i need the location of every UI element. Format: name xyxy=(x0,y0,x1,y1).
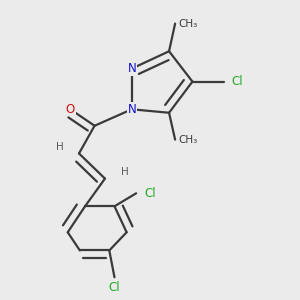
Text: CH₃: CH₃ xyxy=(178,19,198,28)
Text: Cl: Cl xyxy=(109,281,120,294)
Text: CH₃: CH₃ xyxy=(178,135,198,145)
Text: N: N xyxy=(128,62,136,75)
Text: H: H xyxy=(121,167,128,177)
Text: Cl: Cl xyxy=(231,75,243,88)
Text: O: O xyxy=(66,103,75,116)
Text: N: N xyxy=(128,103,136,116)
Text: Cl: Cl xyxy=(145,187,156,200)
Text: H: H xyxy=(56,142,63,152)
